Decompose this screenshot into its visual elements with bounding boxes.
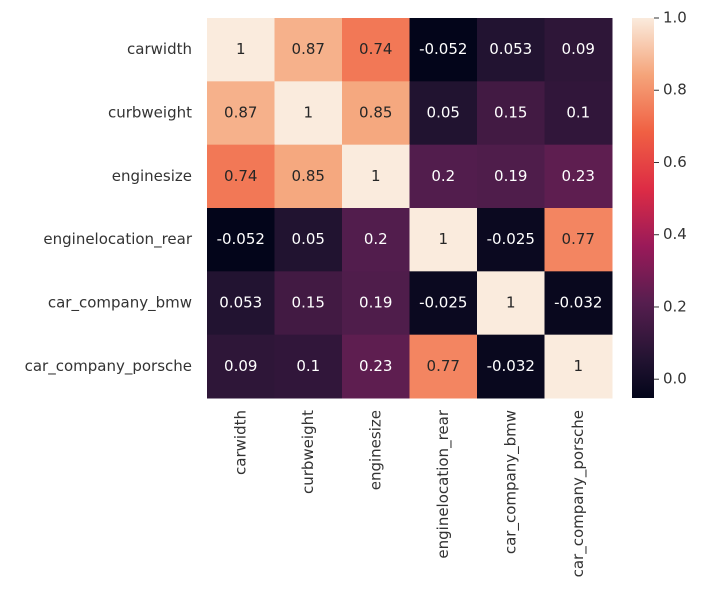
y-tick-label: carwidth xyxy=(127,40,192,58)
cell-label: 0.2 xyxy=(431,167,455,185)
colorbar-tick-label: 1.0 xyxy=(663,9,687,27)
heatmap-cell xyxy=(544,208,613,272)
heatmap-cell xyxy=(207,334,275,399)
cell-label: 0.77 xyxy=(427,357,460,375)
heatmap-cell xyxy=(409,144,478,209)
heatmap-cell xyxy=(477,18,545,82)
cell-label: -0.025 xyxy=(419,294,467,312)
cell-label: -0.032 xyxy=(487,357,535,375)
cell-label: 0.19 xyxy=(494,167,527,185)
cell-label: 0.2 xyxy=(364,230,388,248)
heatmap-cell xyxy=(409,81,478,146)
heatmap-cell xyxy=(274,208,343,272)
cell-label: 0.77 xyxy=(562,230,595,248)
colorbar-tick-label: 0.2 xyxy=(663,297,687,315)
colorbar xyxy=(632,18,654,398)
cell-label: 0.05 xyxy=(427,104,460,122)
heatmap-cell xyxy=(544,81,613,146)
x-tick-label: carwidth xyxy=(231,410,249,475)
heatmap-cell xyxy=(274,18,343,82)
cell-label: 0.15 xyxy=(292,294,325,312)
heatmap-cell xyxy=(342,144,410,209)
y-tick-label: car_company_bmw xyxy=(48,294,192,313)
heatmap-cell xyxy=(342,18,410,82)
heatmap-cell xyxy=(477,334,545,399)
heatmap-cell xyxy=(544,144,613,209)
cell-label: 0.15 xyxy=(494,104,527,122)
heatmap-cell xyxy=(409,334,478,399)
cell-label: -0.052 xyxy=(419,40,467,58)
heatmap-cell xyxy=(544,334,613,399)
x-tick-label: curbweight xyxy=(299,410,317,494)
heatmap-cell xyxy=(477,208,545,272)
heatmap-cell xyxy=(342,334,410,399)
cell-label: 1 xyxy=(371,167,381,185)
heatmap-cell xyxy=(274,334,343,399)
x-tick-label: enginesize xyxy=(366,410,384,490)
heatmap-cell xyxy=(274,271,343,336)
cell-label: 1 xyxy=(438,230,448,248)
heatmap-cell xyxy=(477,144,545,209)
cell-label: 0.85 xyxy=(359,104,392,122)
cell-label: 0.74 xyxy=(359,40,392,58)
cell-label: 0.23 xyxy=(359,357,392,375)
heatmap-cell xyxy=(207,208,275,272)
cell-label: 0.053 xyxy=(219,294,262,312)
heatmap-cell xyxy=(207,81,275,146)
cell-label: -0.032 xyxy=(554,294,602,312)
cell-label: 1 xyxy=(236,40,246,58)
heatmap-cell xyxy=(409,271,478,336)
cell-label: 0.19 xyxy=(359,294,392,312)
x-tick-label: car_company_porsche xyxy=(569,410,588,577)
cell-label: 1 xyxy=(506,294,516,312)
y-tick-label: enginelocation_rear xyxy=(43,230,192,249)
heatmap-cell xyxy=(477,271,545,336)
cell-label: 0.87 xyxy=(292,40,325,58)
cell-label: -0.025 xyxy=(487,230,535,248)
y-tick-label: car_company_porsche xyxy=(25,357,192,376)
colorbar-tick-label: 0.6 xyxy=(663,153,687,171)
x-tick-label: enginelocation_rear xyxy=(434,409,453,558)
heatmap-cell xyxy=(207,271,275,336)
heatmap-cell xyxy=(409,208,478,272)
heatmap-cell xyxy=(207,144,275,209)
cell-label: 1 xyxy=(573,357,583,375)
y-tick-label: curbweight xyxy=(108,104,192,122)
heatmap-cell xyxy=(544,271,613,336)
heatmap-cell xyxy=(342,208,410,272)
cell-label: 0.1 xyxy=(296,357,320,375)
heatmap-cell xyxy=(409,18,478,82)
cell-label: 0.23 xyxy=(562,167,595,185)
cell-label: 0.053 xyxy=(489,40,532,58)
cell-label: -0.052 xyxy=(217,230,265,248)
heatmap-cell xyxy=(207,18,275,82)
cell-label: 0.09 xyxy=(224,357,257,375)
cell-label: 0.74 xyxy=(224,167,257,185)
cell-label: 0.09 xyxy=(562,40,595,58)
y-tick-label: enginesize xyxy=(112,167,192,185)
heatmap-cell xyxy=(274,81,343,146)
x-tick-label: car_company_bmw xyxy=(501,410,520,554)
cell-label: 0.85 xyxy=(292,167,325,185)
heatmap-cell xyxy=(342,271,410,336)
cell-label: 1 xyxy=(303,104,313,122)
heatmap-cell xyxy=(544,18,613,82)
cell-label: 0.05 xyxy=(292,230,325,248)
cell-label: 0.1 xyxy=(566,104,590,122)
colorbar-tick-label: 0.8 xyxy=(663,81,687,99)
colorbar-tick-label: 0.0 xyxy=(663,370,687,388)
heatmap-cell xyxy=(274,144,343,209)
heatmap-cell xyxy=(342,81,410,146)
colorbar-tick-label: 0.4 xyxy=(663,225,687,243)
heatmap-cell xyxy=(477,81,545,146)
cell-label: 0.87 xyxy=(224,104,257,122)
